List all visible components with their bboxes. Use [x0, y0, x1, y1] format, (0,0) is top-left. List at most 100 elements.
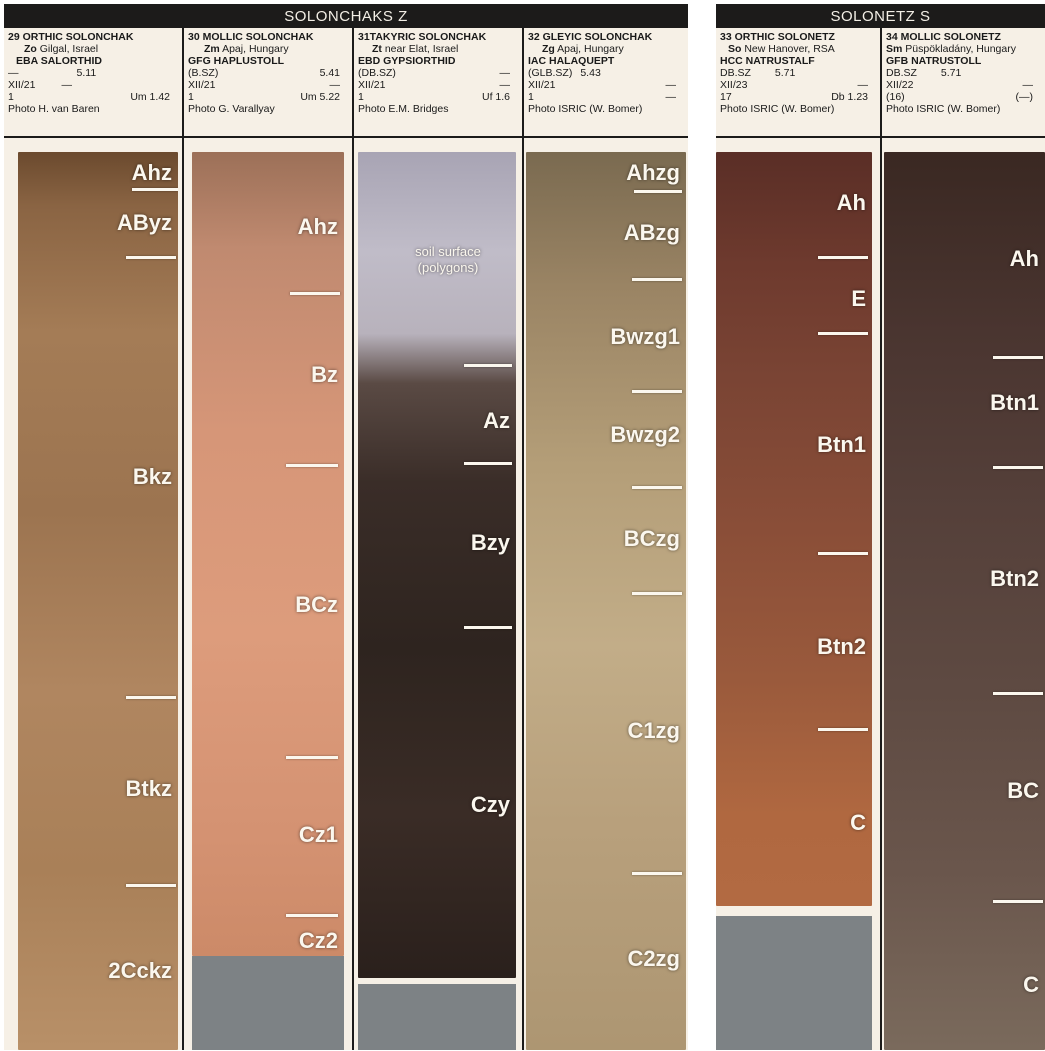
- photo-credit: Photo G. Varallyay: [188, 103, 275, 115]
- horizon-tick: [126, 884, 176, 887]
- horizon-label: ABzg: [623, 220, 680, 245]
- soil-profile-photo-29: Ahz AByz Bkz Btkz 2Cckz: [18, 152, 178, 1050]
- horizon-tick: [132, 188, 178, 191]
- photo-credit: Photo ISRIC (W. Bomer): [886, 103, 1001, 115]
- horizon-label: BCz: [295, 592, 338, 617]
- profile-site: Püspökladány, Hungary: [905, 43, 1016, 55]
- profile-classification: GFB NATRUSTOLL: [886, 55, 982, 67]
- gray-base-block: [358, 984, 516, 1050]
- horizon-label: Bzy: [470, 530, 510, 555]
- photo-credit: Photo E.M. Bridges: [358, 103, 449, 115]
- horizon-tick: [464, 364, 512, 367]
- photo-credit: Photo ISRIC (W. Bomer): [528, 103, 643, 115]
- profile-code: Zo: [24, 43, 37, 55]
- profile-site: Apaj, Hungary: [557, 43, 624, 55]
- horizon-label: Ahzg: [626, 160, 680, 185]
- horizon-tick: [632, 486, 682, 489]
- profile-value: (GLB.SZ): [528, 67, 573, 79]
- horizon-tick: [993, 900, 1043, 903]
- profile-value: 1: [188, 91, 194, 103]
- horizon-label: Bwzg2: [610, 422, 680, 447]
- profile-value: XII/21: [8, 79, 36, 91]
- profile-value: Db 1.23: [831, 91, 868, 103]
- profile-value: (—): [1015, 91, 1034, 103]
- horizon-label: C: [1023, 972, 1039, 997]
- profile-value: (DB.SZ): [358, 67, 396, 79]
- horizon-label: AByz: [116, 210, 172, 235]
- horizon-label: Cz2: [298, 928, 338, 953]
- profile-value: (16): [886, 91, 905, 103]
- profile-site: Gilgal, Israel: [39, 43, 99, 55]
- horizon-tick: [632, 872, 682, 875]
- horizon-tick: [290, 292, 340, 295]
- horizon-label: BC: [1007, 778, 1039, 803]
- profile-value: 5.43: [580, 67, 601, 79]
- profile-value: XII/21: [188, 79, 216, 91]
- soil-profile-photo-33: Ah E Btn1 Btn2 C: [716, 152, 872, 906]
- profile-name: 33 ORTHIC SOLONETZ: [720, 31, 835, 43]
- horizon-tick: [632, 592, 682, 595]
- profile-info-30: 30 MOLLIC SOLONCHAK Zm Apaj, Hungary GFG…: [182, 28, 352, 136]
- profile-info-34: 34 MOLLIC SOLONETZ Sm Püspökladány, Hung…: [880, 28, 1045, 136]
- profile-value: —: [61, 79, 72, 91]
- horizon-label: Btn1: [990, 390, 1039, 415]
- profile-value: 1: [358, 91, 364, 103]
- profile-value: —: [665, 79, 677, 91]
- horizon-label: Ahz: [297, 214, 338, 239]
- profile-classification: GFG HAPLUSTOLL: [188, 55, 285, 67]
- horizon-tick: [993, 692, 1043, 695]
- horizon-label: Bz: [311, 362, 338, 387]
- profile-info-31: 31TAKYRIC SOLONCHAK Zt near Elat, Israel…: [352, 28, 522, 136]
- horizon-label: Ah: [836, 190, 866, 215]
- profile-value: DB.SZ: [886, 67, 917, 79]
- photo-credit: Photo ISRIC (W. Bomer): [720, 103, 835, 115]
- horizon-tick: [818, 256, 868, 259]
- profile-value: —: [8, 67, 19, 79]
- column-divider: [522, 138, 524, 1050]
- profile-value: XII/22: [886, 79, 914, 91]
- horizon-label: Ahz: [131, 160, 172, 185]
- profile-name: 34 MOLLIC SOLONETZ: [886, 31, 1001, 43]
- profile-value: 1: [8, 91, 14, 103]
- soil-profile-photo-30: Ahz Bz BCz Cz1 Cz2: [192, 152, 344, 956]
- profile-value: —: [499, 67, 511, 79]
- horizon-tick: [464, 462, 512, 465]
- horizon-tick: [632, 390, 682, 393]
- profile-site: New Hanover, RSA: [744, 43, 835, 55]
- profile-name: 30 MOLLIC SOLONCHAK: [188, 31, 314, 43]
- gray-base-block: [716, 916, 872, 1050]
- horizon-label: Btn2: [817, 634, 866, 659]
- profile-value: Uf 1.6: [481, 91, 510, 103]
- profile-site: near Elat, Israel: [384, 43, 459, 55]
- horizon-tick: [818, 552, 868, 555]
- soil-profile-photo-32: Ahzg ABzg Bwzg1 Bwzg2 BCzg C1zg C2zg: [526, 152, 686, 1050]
- header-rule: [716, 136, 1045, 138]
- horizon-tick: [632, 278, 682, 281]
- solonchaks-panel: SOLONCHAKS Z 29 ORTHIC SOLONCHAK Zo Gilg…: [4, 4, 688, 1050]
- note-line: (polygons): [417, 260, 479, 275]
- horizon-tick: [126, 256, 176, 259]
- horizon-label: Btn2: [990, 566, 1039, 591]
- profile-classification: EBD GYPSIORTHID: [358, 55, 456, 67]
- horizon-tick: [286, 464, 338, 467]
- profile-value: —: [499, 79, 511, 91]
- horizon-tick: [818, 332, 868, 335]
- profile-value: (B.SZ): [188, 67, 219, 79]
- horizon-tick: [993, 466, 1043, 469]
- profile-value: —: [329, 79, 341, 91]
- horizon-label: BCzg: [623, 526, 680, 551]
- soil-profile-photo-31: soil surface (polygons) Az Bzy Czy: [358, 152, 516, 978]
- profile-value: —: [1022, 79, 1034, 91]
- column-divider: [182, 138, 184, 1050]
- horizon-tick: [126, 696, 176, 699]
- horizon-label: C2zg: [627, 946, 680, 971]
- profile-value: XII/21: [528, 79, 556, 91]
- profile-value: —: [665, 91, 677, 103]
- profile-info-29: 29 ORTHIC SOLONCHAK Zo Gilgal, Israel EB…: [4, 28, 182, 136]
- note-line: soil surface: [415, 244, 481, 259]
- profile-code: Zg: [542, 43, 555, 55]
- horizon-tick: [818, 728, 868, 731]
- profile-value: XII/21: [358, 79, 386, 91]
- profile-value: XII/23: [720, 79, 748, 91]
- profile-value: 5.71: [774, 67, 796, 79]
